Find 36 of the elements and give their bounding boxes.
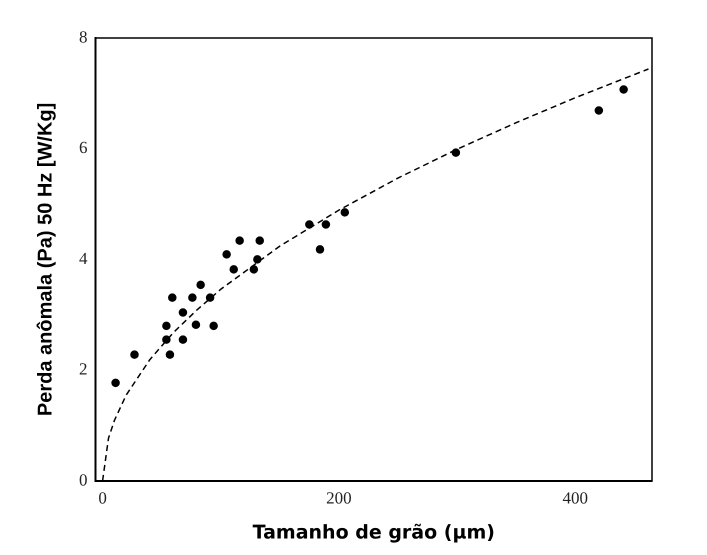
point [196, 280, 205, 290]
y-tick-label: 8 [79, 27, 88, 46]
point [206, 293, 214, 302]
point [594, 106, 604, 115]
point [111, 378, 120, 388]
x-axis-title: Tamanho de grão (µm) [252, 522, 495, 544]
point [130, 350, 139, 359]
x-tick-label: 200 [326, 488, 352, 508]
y-tick-label: 2 [79, 360, 88, 379]
y-axis-title: Perda anômala (Pa) 50 Hz [W/Kg] [34, 102, 57, 416]
point [192, 320, 200, 329]
point [168, 293, 177, 302]
point [162, 322, 171, 330]
point [452, 148, 460, 157]
point [178, 335, 188, 344]
point [619, 85, 628, 94]
point [255, 236, 264, 245]
point [253, 255, 262, 264]
point [305, 220, 314, 229]
point [162, 335, 171, 344]
point [178, 308, 188, 317]
point [222, 250, 231, 259]
x-tick-label: 0 [98, 488, 107, 508]
point [166, 350, 174, 359]
y-tick-label: 6 [79, 138, 88, 158]
point [340, 208, 350, 217]
point [209, 322, 218, 330]
y-tick-label: 4 [79, 248, 88, 268]
point [322, 220, 330, 229]
point [235, 236, 244, 245]
point [229, 265, 238, 274]
x-tick-label: 400 [562, 488, 588, 508]
point [316, 245, 324, 254]
point [250, 265, 258, 274]
point [188, 293, 197, 302]
y-tick-label: 0 [79, 470, 88, 490]
